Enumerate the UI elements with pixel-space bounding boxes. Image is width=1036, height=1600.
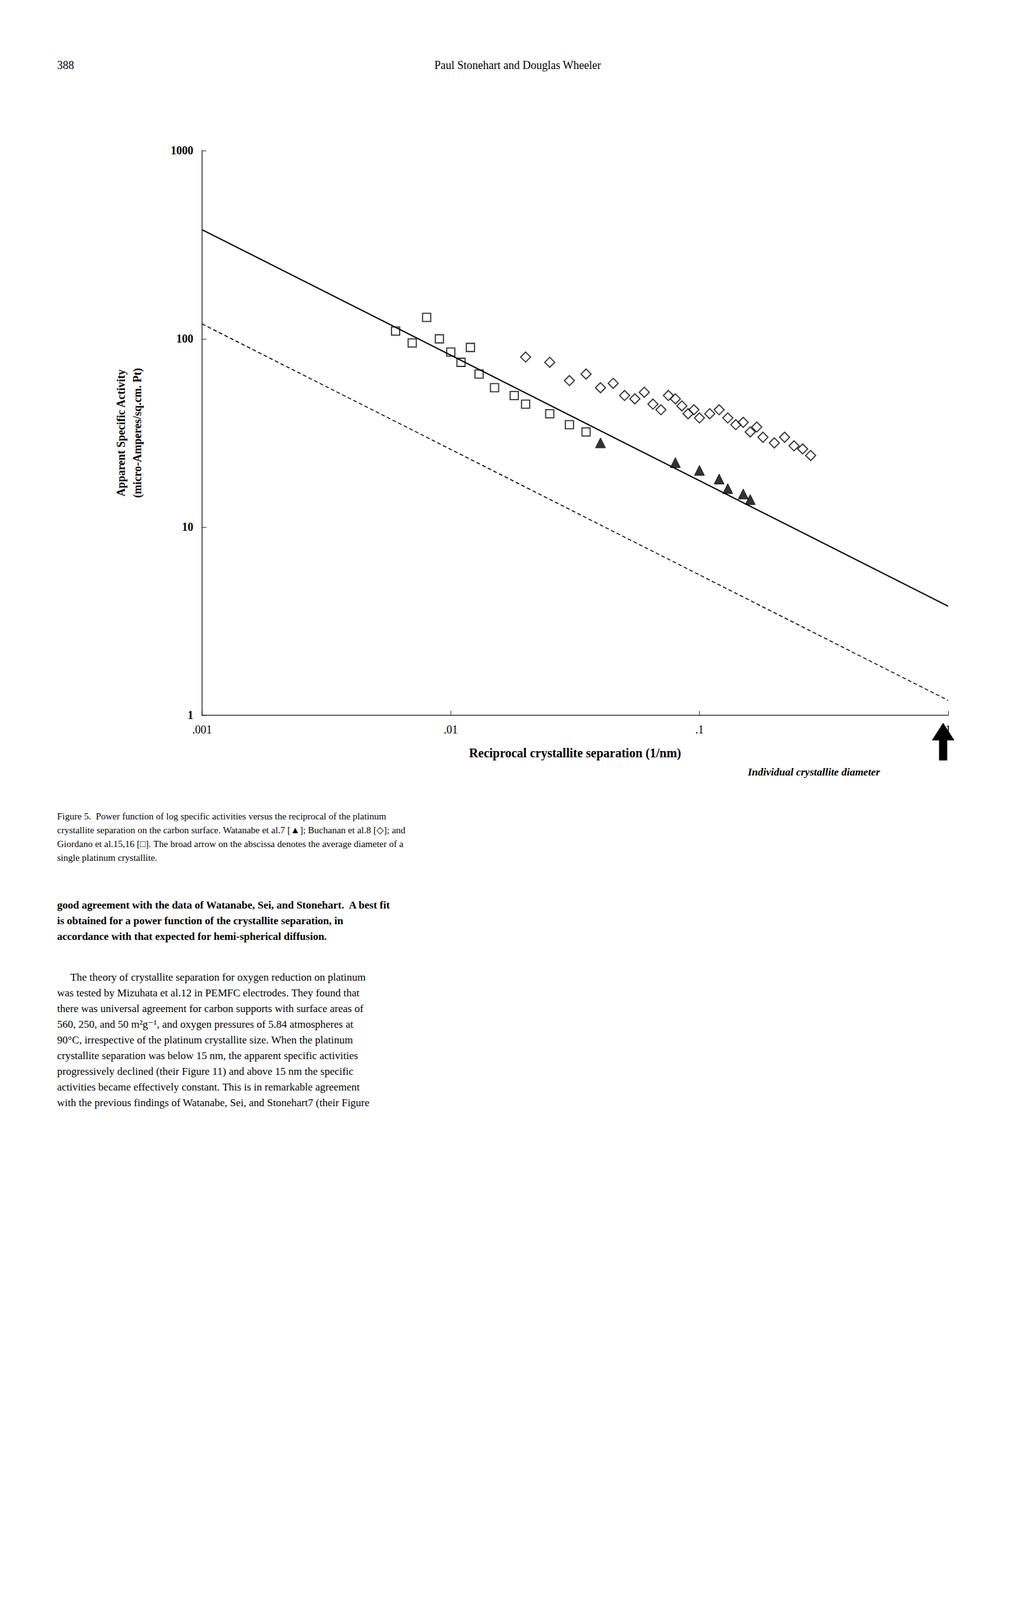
svg-text:560, 250, and 50 m²g⁻¹, and ox: 560, 250, and 50 m²g⁻¹, and oxygen press… <box>57 1018 354 1031</box>
svg-text:progressively declined (their: progressively declined (their Figure 11)… <box>57 1065 354 1078</box>
svg-text:Paul Stonehart and Douglas Whe: Paul Stonehart and Douglas Wheeler <box>434 58 602 72</box>
svg-text:Reciprocal crystallite separat: Reciprocal crystallite separation (1/nm) <box>469 746 682 761</box>
svg-text:Individual crystallite diamete: Individual crystallite diameter <box>747 766 881 779</box>
svg-text:accordance with that expected: accordance with that expected for hemi-s… <box>57 930 327 943</box>
svg-text:The theory of crystallite sepa: The theory of crystallite separation for… <box>57 971 366 984</box>
svg-text:100: 100 <box>176 332 194 346</box>
svg-text:.01: .01 <box>443 723 459 737</box>
svg-text:crystallite separation was bel: crystallite separation was below 15 nm, … <box>57 1049 359 1062</box>
svg-text:Figure 5. Power function of l: Figure 5. Power function of log specific… <box>57 811 387 822</box>
svg-text:(micro-Amperes/sq.cm. Pt): (micro-Amperes/sq.cm. Pt) <box>131 368 145 499</box>
svg-text:Giordano et al.15,16 [□]. The: Giordano et al.15,16 [□]. The broad arro… <box>57 838 404 850</box>
svg-text:was tested by Mizuhata et al.1: was tested by Mizuhata et al.12 in PEMFC… <box>57 987 360 999</box>
svg-text:is obtained for a power functi: is obtained for a power function of the … <box>57 914 344 927</box>
svg-text:there was universal agreement: there was universal agreement for carbon… <box>57 1002 364 1015</box>
svg-text:10: 10 <box>181 520 194 534</box>
svg-text:crystallite separation on the: crystallite separation on the carbon sur… <box>57 825 406 836</box>
svg-text:Apparent Specific Activity: Apparent Specific Activity <box>114 369 128 497</box>
svg-text:good agreement with the data o: good agreement with the data of Watanabe… <box>57 899 391 912</box>
svg-text:90°C, irrespective of the plat: 90°C, irrespective of the platinum cryst… <box>57 1034 354 1047</box>
svg-text:.1: .1 <box>695 723 705 737</box>
svg-text:388: 388 <box>57 58 75 72</box>
svg-text:.001: .001 <box>192 723 213 737</box>
svg-text:1: 1 <box>187 709 194 722</box>
svg-text:with the previous findings of: with the previous findings of Watanabe, … <box>57 1096 370 1109</box>
svg-text:single platinum crystallite.: single platinum crystallite. <box>57 852 158 863</box>
svg-text:activities became effectively: activities became effectively constant. … <box>57 1081 361 1094</box>
svg-text:1000: 1000 <box>170 144 194 157</box>
